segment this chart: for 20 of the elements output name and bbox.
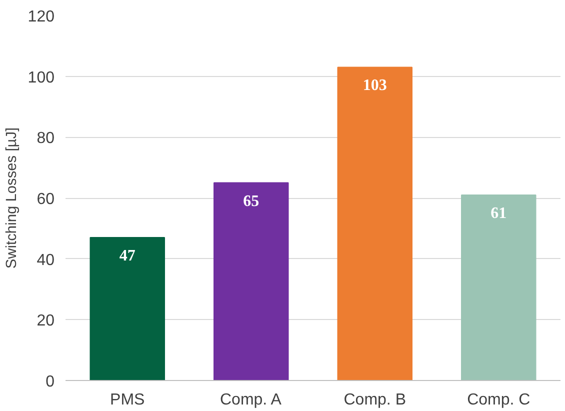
bar	[90, 237, 165, 380]
x-tick-label: Comp. A	[220, 392, 282, 408]
bar	[337, 66, 412, 380]
data-label: 65	[243, 192, 260, 210]
y-tick-label: 80	[36, 130, 55, 148]
y-tick-label: 120	[28, 8, 55, 26]
y-axis-title: Switching Losses [µJ]	[4, 127, 20, 269]
y-tick-label: 60	[36, 191, 55, 208]
y-tick-label: 40	[36, 252, 55, 269]
y-tick-label: 0	[46, 374, 55, 390]
x-tick-label: Comp. C	[467, 392, 530, 408]
data-label: 61	[490, 204, 507, 222]
y-tick-label: 100	[28, 69, 55, 86]
x-tick-label: Comp. B	[344, 392, 406, 408]
x-tick-label: PMS	[110, 392, 145, 408]
bar	[214, 182, 289, 380]
data-label: 47	[119, 248, 136, 265]
y-tick-label: 20	[36, 312, 55, 330]
data-label: 103	[362, 77, 387, 94]
bar	[461, 194, 536, 380]
